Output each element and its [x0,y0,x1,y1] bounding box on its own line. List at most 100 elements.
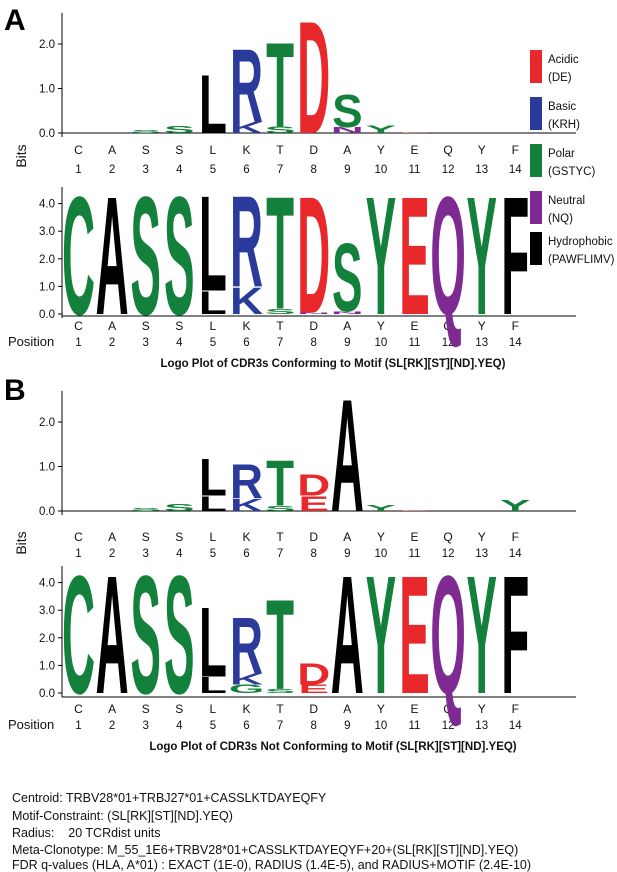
sequence-letter: K [242,319,250,333]
sequence-letter: E [410,702,418,716]
logo-letter: D [297,468,330,502]
sequence-letter: D [309,143,318,157]
position-number: 5 [210,548,216,560]
sequence-letter: Y [478,319,486,333]
logo-letter: C [62,541,95,729]
logo-letter: Y [366,123,396,135]
caption-meta-clonotype: Meta-Clonotype: M_55_1E6+TRBV28*01+CASSL… [12,843,519,857]
logo-letter: Y [500,497,531,514]
position-number: 2 [109,720,115,732]
logo-letter: L [199,448,227,507]
logo-letter: L [199,588,227,699]
legend-sub-acidic: (DE) [548,72,572,84]
y-tick-label: 4.0 [39,578,55,590]
sequence-letter: Y [478,143,486,157]
sequence-letter: Y [377,319,385,333]
position-number: 6 [243,337,249,349]
position-number: 4 [176,164,183,176]
y-tick-label: 3.0 [39,226,55,238]
position-number: 2 [109,337,115,349]
logo-letter: S [265,688,295,694]
position-number: 13 [475,548,488,560]
y-tick-label: 2.0 [39,633,55,645]
position-number: 9 [344,164,350,176]
legend: Acidic (DE) Basic (KRH) Polar (GSTYC) Neutral (… [530,50,615,266]
logo-letter: Y [466,541,496,729]
logo-letter: S [265,307,295,316]
logo-letter: C [62,162,95,350]
position-number: 6 [243,548,249,560]
sequence-letter: S [175,702,183,716]
logo-letter: T [266,574,294,717]
logo-letter: N [297,312,330,314]
logo-letter: L [199,285,227,321]
sequence-letter: C [74,530,83,544]
y-tick-label: 2.0 [39,254,55,266]
sequence-letter: A [108,319,116,333]
logo-letter: G [229,683,265,696]
legend-label-neutral: Neutral [548,195,585,207]
sequence-letter: S [142,530,150,544]
y-tick-label: 1.0 [39,281,55,293]
position-number: 2 [109,164,115,176]
sequence-letter: E [410,143,418,157]
logo-letter: F [501,162,529,350]
position-number: 8 [310,164,316,176]
y-axis-label: Bits [13,531,29,554]
position-number: 2 [109,548,115,560]
logo-letter: F [501,541,529,729]
position-number: 10 [375,720,388,732]
position-number: 6 [243,720,249,732]
sequence-letter: D [309,319,318,333]
sequence-letter: K [242,530,250,544]
logo-letter: D [297,0,330,168]
position-number: 3 [142,164,148,176]
sequence-letter: S [175,530,183,544]
logo-letter: D [297,658,330,692]
sequence-letter: T [276,143,284,157]
caption-fdr-qvalues: FDR q-values (HLA, A*01) : EXACT (1E-0),… [12,858,532,872]
sequence-letter: E [410,319,418,333]
legend-label-basic: Basic [548,101,576,113]
logo-letter: S [164,502,194,514]
position-number: 11 [409,337,421,349]
position-number: 1 [75,164,81,176]
legend-sub-polar: (GSTYC) [548,166,595,178]
caption-radius: Radius: 20 TCRdist units [12,826,161,840]
sequence-letter: A [343,530,351,544]
y-tick-label: 1.0 [39,660,55,672]
sequence-letter: F [512,702,519,716]
logo-letter: L [199,59,227,152]
position-number: 13 [475,337,488,349]
sequence-letter: S [142,143,150,157]
position-number: 5 [210,720,216,732]
logo-letter: S [265,125,295,135]
legend-swatch-hydrophobic [530,232,542,265]
legend-sub-basic: (KRH) [548,119,580,131]
sequence-letter: A [108,530,116,544]
position-number: 3 [142,720,148,732]
sequence-letter: C [74,143,83,157]
sequence-letter: S [142,702,150,716]
y-tick-label: 0.0 [39,688,55,700]
sequence-letter: Q [443,143,452,157]
sequence-letter: D [309,702,318,716]
logo-letter: K [230,279,264,322]
logo-title-b: Logo Plot of CDR3s Not Conforming to Mot… [149,741,516,753]
logo-letter: T [266,18,294,153]
logo-letter: E [399,541,429,729]
legend-sub-hydrophobic: (PAWFLIMV) [548,254,615,266]
position-number: 4 [176,720,183,732]
logo-letter: S [332,224,362,333]
legend-swatch-polar [530,144,542,177]
logo-letter: R [230,29,263,146]
position-label: Position [8,334,54,349]
logo-letter: R [230,169,263,314]
logo-letter: Y [366,162,396,350]
y-tick-label: 0.0 [39,309,55,321]
position-number: 14 [509,548,522,560]
sequence-letter: K [242,143,250,157]
position-number: 7 [277,720,283,732]
position-number: 13 [475,720,488,732]
logo-title-a: Logo Plot of CDR3s Conforming to Motif (… [161,358,506,370]
